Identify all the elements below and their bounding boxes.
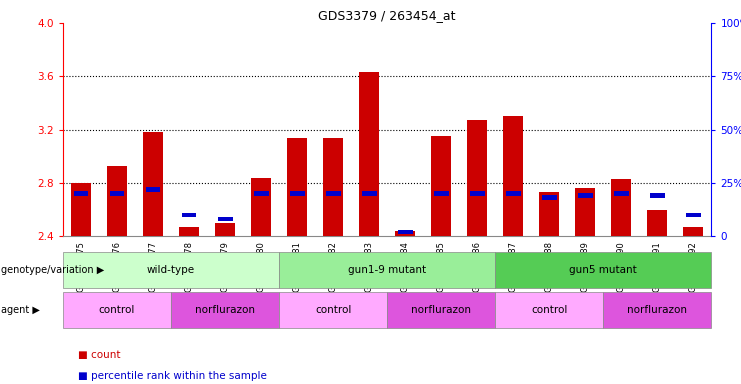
Bar — [542, 195, 556, 200]
Bar — [395, 231, 415, 236]
Bar — [251, 177, 271, 236]
Bar — [503, 116, 523, 236]
Text: genotype/variation ▶: genotype/variation ▶ — [1, 265, 104, 275]
Bar — [290, 191, 305, 196]
Bar — [578, 193, 593, 198]
Bar — [686, 212, 701, 217]
Bar — [539, 192, 559, 236]
Bar — [431, 136, 451, 236]
Bar — [362, 191, 376, 196]
Bar — [143, 132, 163, 236]
Bar — [253, 191, 268, 196]
Bar — [398, 230, 413, 234]
Bar — [650, 193, 665, 198]
Text: norflurazon: norflurazon — [628, 305, 688, 315]
Text: norflurazon: norflurazon — [195, 305, 255, 315]
Text: gun1-9 mutant: gun1-9 mutant — [348, 265, 426, 275]
Text: wild-type: wild-type — [147, 265, 195, 275]
Bar — [506, 191, 521, 196]
Text: gun5 mutant: gun5 mutant — [569, 265, 637, 275]
Bar — [648, 210, 667, 236]
Text: control: control — [531, 305, 568, 315]
Bar — [73, 191, 88, 196]
Bar — [468, 120, 487, 236]
Bar — [110, 191, 124, 196]
Title: GDS3379 / 263454_at: GDS3379 / 263454_at — [319, 9, 456, 22]
Text: agent ▶: agent ▶ — [1, 305, 40, 315]
Bar — [470, 191, 485, 196]
Bar — [218, 217, 233, 222]
Bar — [146, 187, 161, 192]
Text: control: control — [315, 305, 351, 315]
Bar — [288, 137, 307, 236]
Bar — [433, 191, 448, 196]
Bar — [323, 137, 343, 236]
Bar — [179, 227, 199, 236]
Bar — [215, 223, 235, 236]
Text: norflurazon: norflurazon — [411, 305, 471, 315]
Bar — [182, 212, 196, 217]
Bar — [326, 191, 341, 196]
Text: control: control — [99, 305, 135, 315]
Bar — [614, 191, 628, 196]
Bar — [683, 227, 703, 236]
Bar — [359, 72, 379, 236]
Bar — [71, 183, 91, 236]
Bar — [611, 179, 631, 236]
Bar — [575, 188, 595, 236]
Bar — [107, 166, 127, 236]
Text: ■ percentile rank within the sample: ■ percentile rank within the sample — [78, 371, 267, 381]
Text: ■ count: ■ count — [78, 350, 120, 360]
